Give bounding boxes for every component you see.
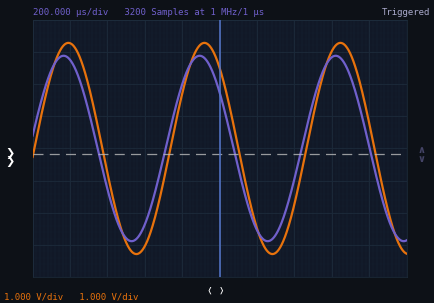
Text: 200.000 μs/div   3200 Samples at 1 MHz/1 μs: 200.000 μs/div 3200 Samples at 1 MHz/1 μ…: [33, 8, 263, 17]
Text: Triggered: Triggered: [381, 8, 430, 17]
Text: ∨: ∨: [417, 154, 424, 164]
Text: ❯: ❯: [6, 156, 15, 167]
Text: ∧: ∧: [417, 145, 424, 155]
Text: 1.000 V/div   1.000 V/div: 1.000 V/div 1.000 V/div: [4, 292, 138, 301]
Text: ❬ ❭: ❬ ❭: [206, 285, 224, 296]
Text: ❯: ❯: [6, 148, 15, 159]
